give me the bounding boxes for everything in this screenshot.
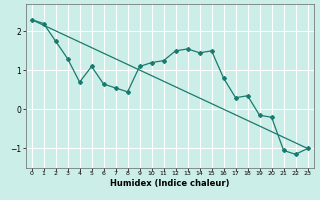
- X-axis label: Humidex (Indice chaleur): Humidex (Indice chaleur): [110, 179, 229, 188]
